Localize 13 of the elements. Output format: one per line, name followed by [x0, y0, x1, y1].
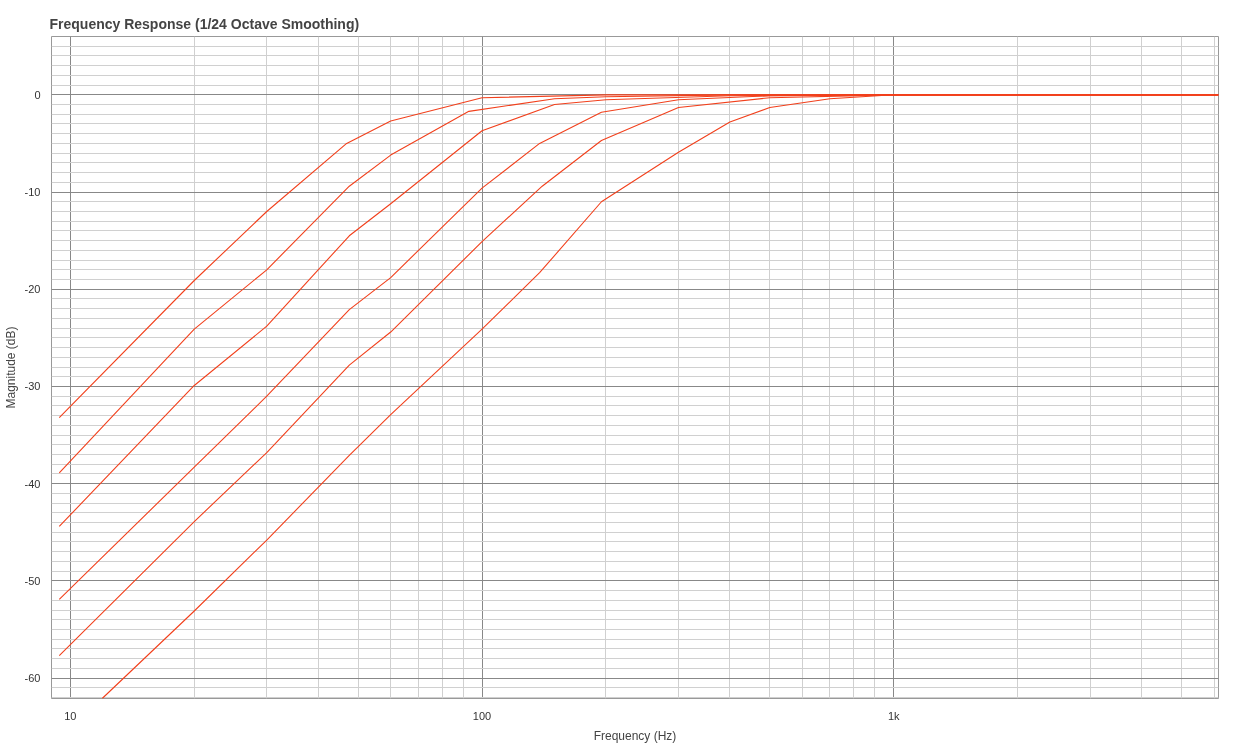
y-tick-label: -50	[24, 574, 41, 587]
x-tick-label: 10	[64, 709, 77, 722]
x-axis-title: Frequency (Hz)	[593, 728, 677, 743]
y-tick-label: -30	[24, 380, 41, 393]
chart-title: Frequency Response (1/24 Octave Smoothing)	[49, 15, 360, 32]
y-tick-label: -60	[24, 672, 41, 685]
y-axis-title: Magnitude (dB)	[3, 326, 18, 409]
x-tick-label: 100	[472, 709, 492, 722]
y-tick-label: -20	[24, 283, 41, 296]
y-tick-label: 0	[34, 88, 41, 101]
x-tick-label: 1k	[887, 709, 901, 722]
y-tick-label: -40	[24, 477, 41, 490]
y-tick-label: -10	[24, 186, 41, 199]
